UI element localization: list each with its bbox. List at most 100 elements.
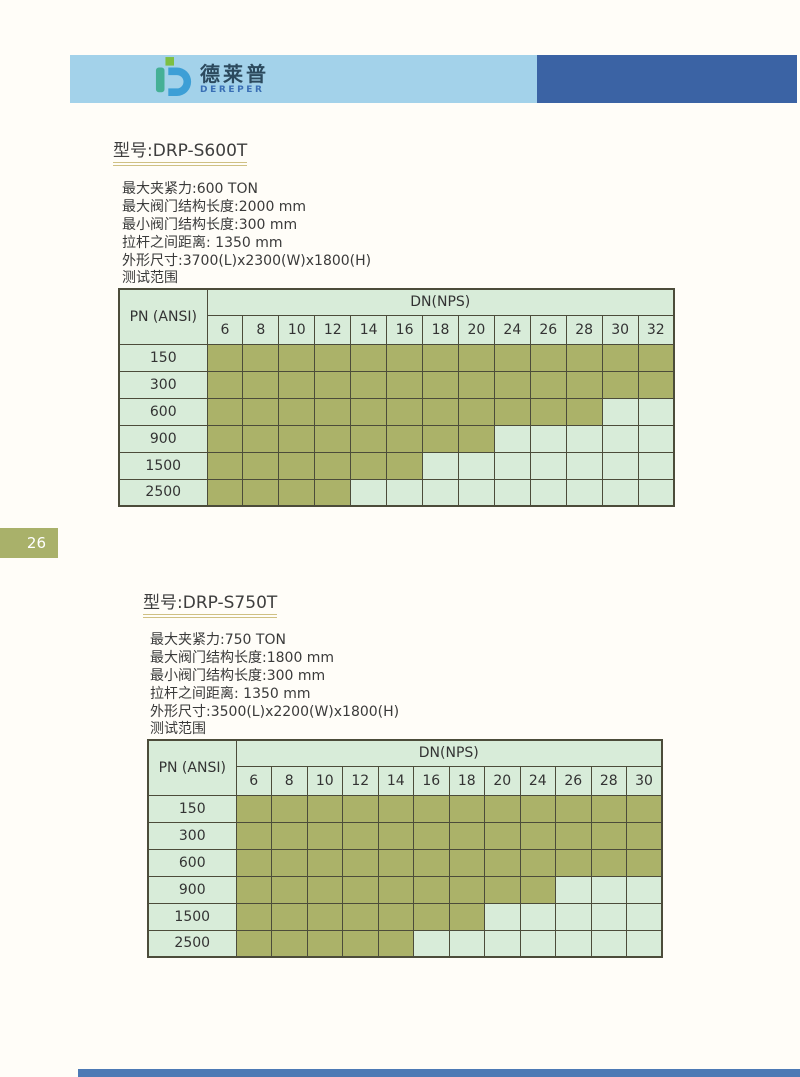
coverage-cell: [377, 902, 414, 931]
spec-line: 最小阀门结构长度:300 mm: [122, 217, 298, 233]
coverage-cell: [565, 370, 603, 399]
dn-column-header: 18: [448, 765, 485, 796]
coverage-cell: [590, 848, 627, 877]
coverage-cell: [519, 848, 556, 877]
coverage-cell: [413, 794, 450, 823]
coverage-cell: [235, 794, 272, 823]
coverage-cell: [519, 794, 556, 823]
coverage-cell: [413, 875, 450, 904]
coverage-cell: [206, 397, 244, 426]
dn-column-header: 8: [271, 765, 308, 796]
model-title-s600t: 型号:DRP-S600T: [113, 136, 248, 166]
dn-column-header: 24: [519, 765, 556, 796]
coverage-cell: [422, 370, 459, 399]
coverage-cell: [422, 343, 459, 372]
coverage-cell: [386, 451, 424, 480]
coverage-cell: [601, 451, 639, 480]
spec-line: 拉杆之间距离: 1350 mm: [150, 686, 311, 702]
coverage-cell: [590, 821, 627, 850]
pn-row: 900: [118, 424, 675, 453]
pn-ansi-corner-cell: PN (ANSI): [147, 739, 237, 796]
coverage-cell: [242, 397, 280, 426]
coverage-cell: [314, 478, 352, 507]
coverage-cell: [555, 929, 592, 958]
coverage-cell: [448, 794, 485, 823]
dn-column-header: 20: [457, 314, 495, 345]
coverage-cell: [457, 370, 495, 399]
coverage-cell: [342, 848, 379, 877]
coverage-cell: [350, 370, 388, 399]
coverage-cell: [448, 875, 485, 904]
coverage-cell: [377, 929, 414, 958]
coverage-cell: [278, 343, 316, 372]
test-range-table-s600t: PN (ANSI) DN(NPS) 6 8 10 12 14 16 18 20 24 26 28 30 32…: [118, 288, 675, 507]
spec-line: 最大夹紧力:750 TON: [150, 632, 286, 648]
pn-row: 1500: [147, 902, 663, 931]
coverage-cell: [519, 929, 556, 958]
dn-column-header: 30: [601, 314, 639, 345]
coverage-cell: [350, 343, 388, 372]
dn-nps-group-cell: DN(NPS): [206, 288, 675, 316]
coverage-cell: [448, 821, 485, 850]
coverage-cell: [306, 902, 343, 931]
coverage-cell: [493, 397, 531, 426]
coverage-cell: [314, 451, 352, 480]
dn-column-header: 14: [350, 314, 388, 345]
coverage-cell: [626, 875, 663, 904]
spec-line: 最大夹紧力:600 TON: [122, 181, 258, 197]
coverage-cell: [637, 343, 675, 372]
coverage-cell: [529, 343, 567, 372]
coverage-cell: [413, 929, 450, 958]
coverage-cell: [413, 848, 450, 877]
pn-row-label: 900: [118, 424, 208, 453]
pn-row-label: 600: [147, 848, 237, 877]
coverage-cell: [242, 424, 280, 453]
dn-column-header: 26: [555, 765, 592, 796]
coverage-cell: [342, 929, 379, 958]
coverage-cell: [271, 794, 308, 823]
header-dark-band: [537, 55, 797, 103]
spec-line: 最大阀门结构长度:2000 mm: [122, 199, 307, 215]
coverage-cell: [555, 848, 592, 877]
spec-list-s600t: 最大夹紧力:600 TON 最大阀门结构长度:2000 mm 最小阀门结构长度:30…: [122, 180, 371, 286]
coverage-cell: [422, 424, 459, 453]
coverage-cell: [637, 424, 675, 453]
pn-row-label: 300: [118, 370, 208, 399]
pn-row-label: 150: [118, 343, 208, 372]
coverage-cell: [422, 478, 459, 507]
coverage-cell: [242, 370, 280, 399]
pn-row: 1500: [118, 451, 675, 480]
spec-line: 外形尺寸:3500(L)x2200(W)x1800(H): [150, 704, 400, 720]
coverage-cell: [637, 478, 675, 507]
coverage-cell: [555, 821, 592, 850]
coverage-cell: [519, 821, 556, 850]
pn-row: 300: [118, 370, 675, 399]
coverage-cell: [306, 794, 343, 823]
coverage-cell: [626, 821, 663, 850]
coverage-cell: [457, 478, 495, 507]
coverage-cell: [637, 451, 675, 480]
coverage-cell: [493, 478, 531, 507]
coverage-cell: [529, 424, 567, 453]
coverage-cell: [306, 929, 343, 958]
coverage-cell: [626, 794, 663, 823]
coverage-cell: [306, 821, 343, 850]
coverage-cell: [314, 397, 352, 426]
coverage-cell: [637, 370, 675, 399]
coverage-cell: [271, 929, 308, 958]
coverage-cell: [342, 902, 379, 931]
coverage-cell: [457, 451, 495, 480]
spec-line: 最大阀门结构长度:1800 mm: [150, 650, 335, 666]
coverage-cell: [448, 848, 485, 877]
logo-text-chinese: 德莱普: [200, 61, 269, 86]
coverage-cell: [206, 343, 244, 372]
coverage-cell: [235, 902, 272, 931]
coverage-cell: [457, 343, 495, 372]
coverage-cell: [386, 478, 424, 507]
dn-column-header: 28: [565, 314, 603, 345]
coverage-cell: [529, 397, 567, 426]
coverage-cell: [493, 370, 531, 399]
coverage-cell: [350, 424, 388, 453]
coverage-cell: [590, 794, 627, 823]
